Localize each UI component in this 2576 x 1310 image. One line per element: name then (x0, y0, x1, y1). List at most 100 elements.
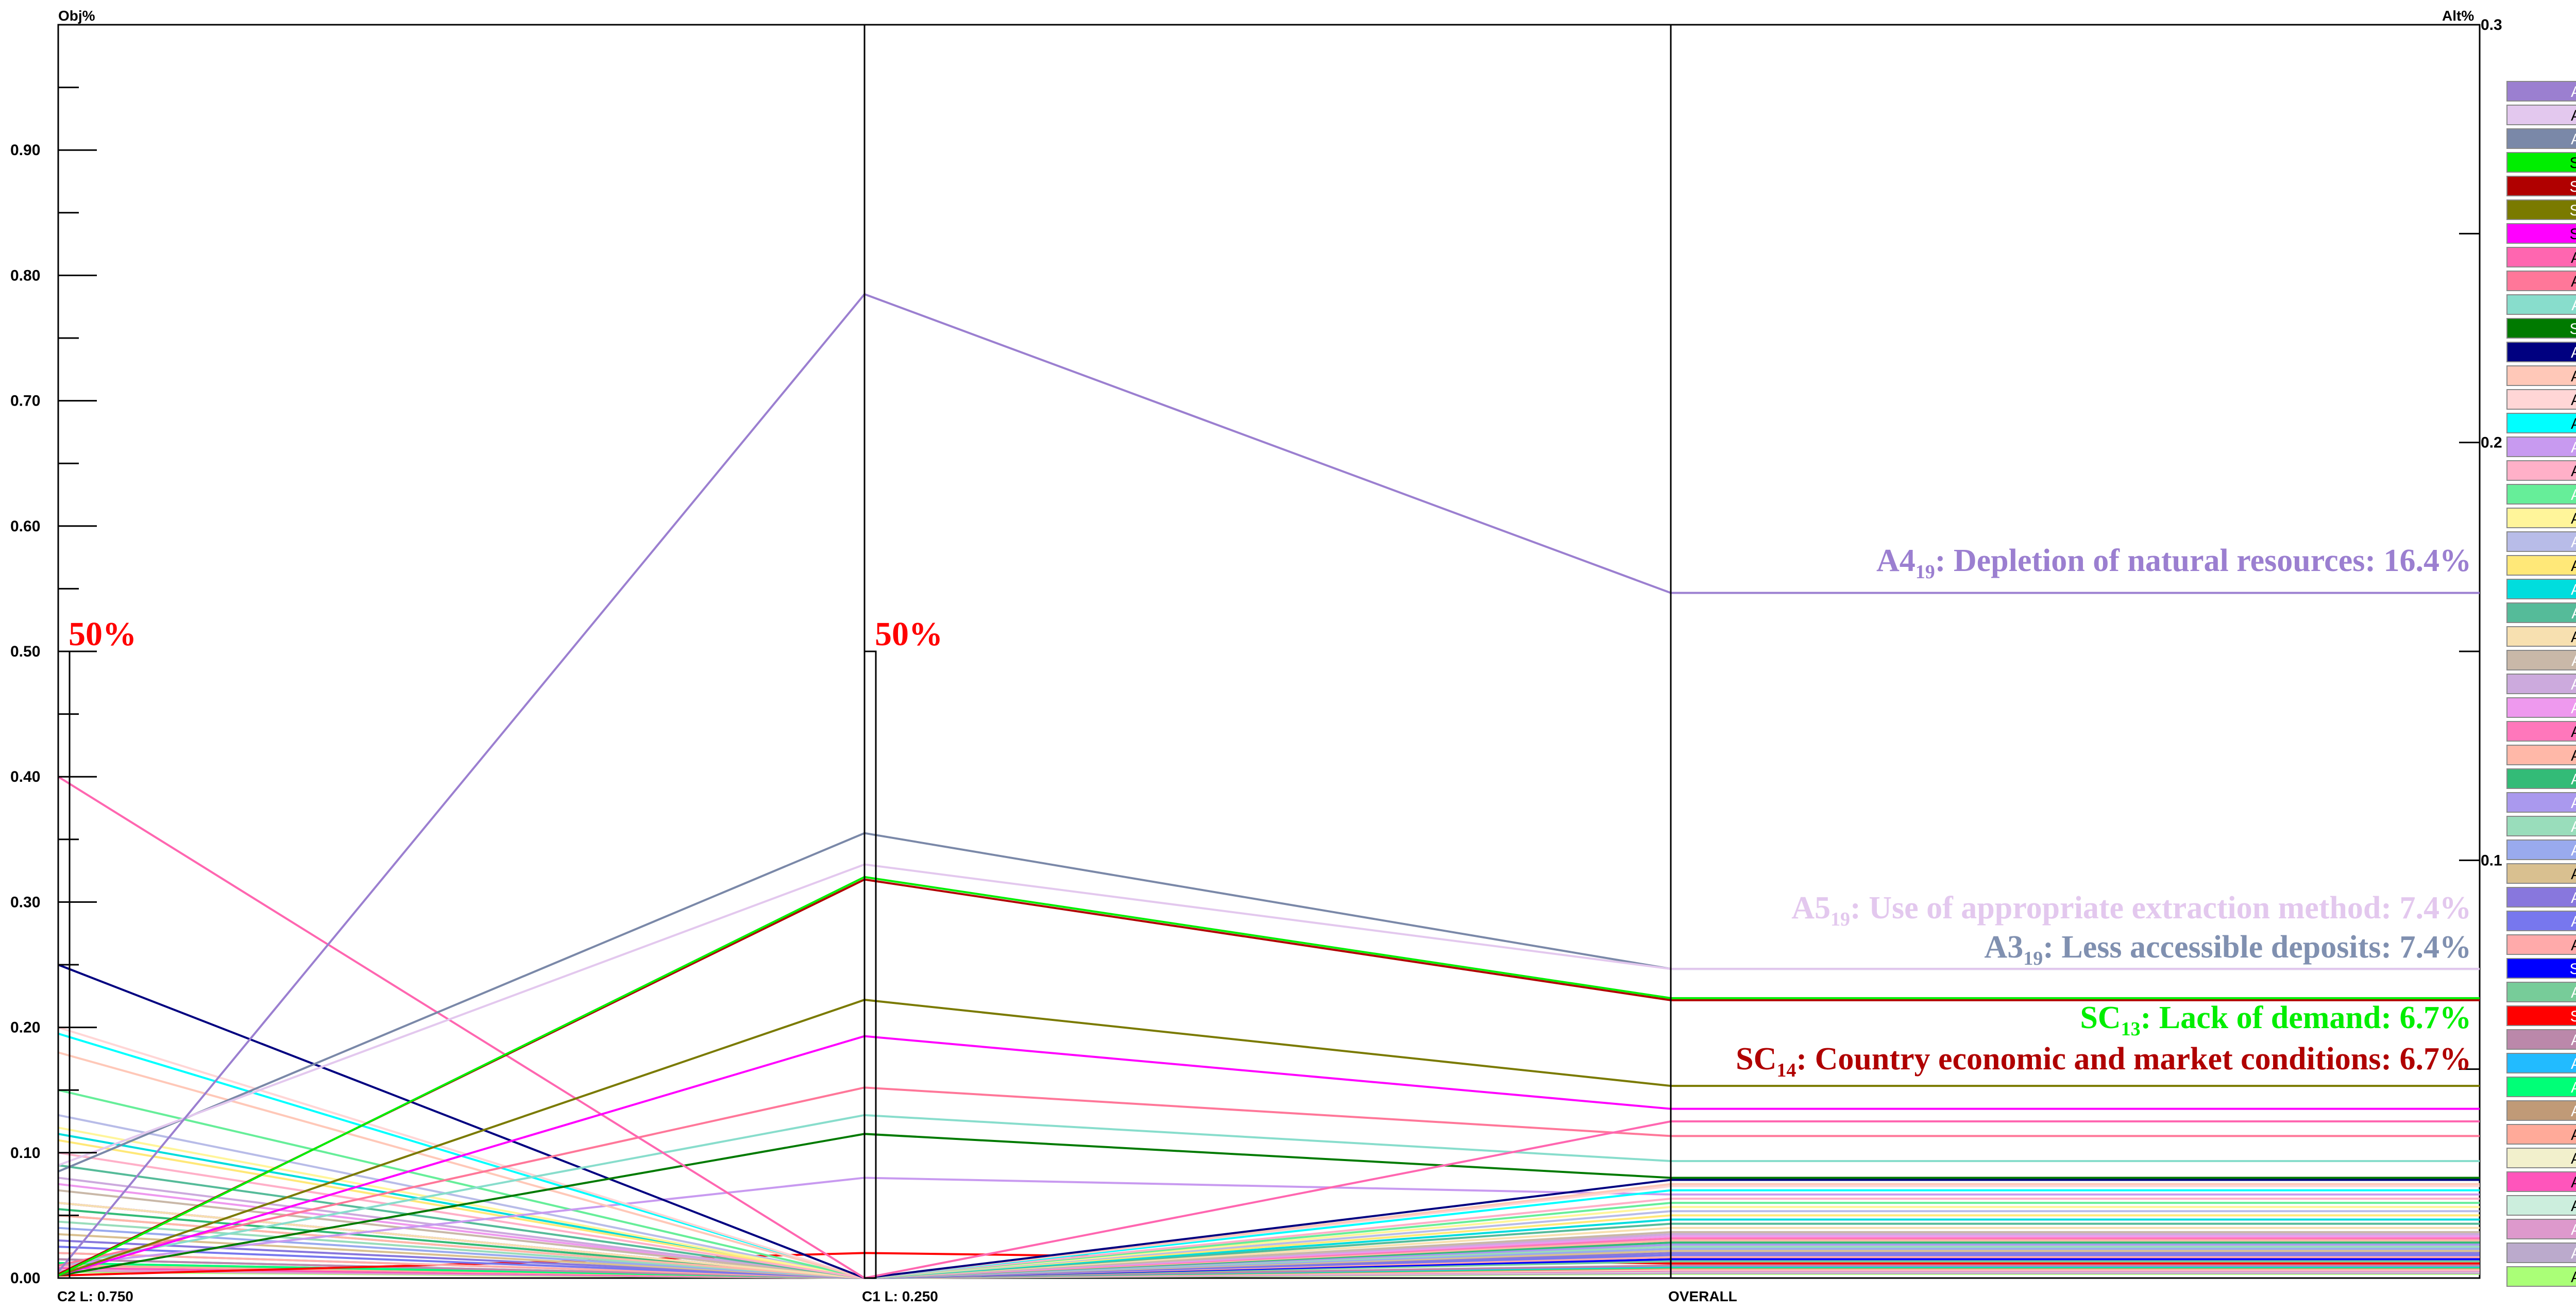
legend-label: SC13 (2569, 155, 2576, 172)
legend-swatch (2506, 1266, 2576, 1287)
legend-swatch (2506, 958, 2576, 979)
legend-swatch (2506, 555, 2576, 576)
series-line-sc18 (58, 1133, 2480, 1277)
legend-swatch (2506, 413, 2576, 433)
series-line-a225 (58, 1183, 2480, 1280)
legend-label: A123 (2571, 249, 2576, 266)
annotation-4: SC14: Country economic and market condit… (1736, 1042, 2471, 1081)
legend-item-a212: A212 (2506, 1100, 2576, 1121)
legend-item-a319: A319 (2506, 128, 2576, 149)
weight-bar-0 (57, 650, 71, 1279)
legend-swatch (2506, 484, 2576, 505)
legend-label: A424 (2571, 1150, 2576, 1167)
legend-swatch (2506, 1077, 2576, 1097)
annotation-1: A519: Use of appropriate extraction meth… (1791, 891, 2471, 930)
legend-label: A116 (2571, 605, 2576, 622)
legend-swatch (2506, 81, 2576, 102)
series-line-sc17 (58, 1035, 2480, 1277)
left-tick-label: 0.60 (10, 518, 40, 535)
legend-item-a524: A524 (2506, 508, 2576, 528)
legend-item-a419: A419 (2506, 81, 2576, 102)
legend-label: A525 (2571, 1032, 2576, 1049)
series-line-a419 (57, 293, 2480, 1273)
legend-item-a525: A525 (2506, 1029, 2576, 1050)
series-line-a626 (58, 1089, 2480, 1280)
weight-bars: 50% 50% (57, 615, 943, 1279)
legend-swatch (2506, 579, 2576, 599)
legend-label: A519 (2571, 107, 2576, 124)
legend-item-a221: A221 (2506, 342, 2576, 362)
legend-item-a421: A421 (2506, 579, 2576, 599)
series-line-a524 (58, 1127, 2480, 1280)
legend-item-a121: A121 (2506, 413, 2576, 433)
legend-item-a626: A626 (2506, 484, 2576, 505)
weight-label-0: 50% (69, 615, 137, 653)
legend-swatch (2506, 199, 2576, 220)
legend-label: A726 (2571, 747, 2576, 764)
legend-swatch (2506, 1005, 2576, 1026)
legend-item-a112: A112 (2506, 650, 2576, 670)
legend-swatch (2506, 342, 2576, 362)
series-line-a216 (58, 1233, 2480, 1280)
legend-item-a324: A324 (2506, 934, 2576, 955)
legend-swatch (2506, 816, 2576, 836)
annotation-0: A419: Depletion of natural resources: 16… (1876, 543, 2471, 583)
left-tick-label: 0.50 (10, 643, 40, 660)
legend-label: SC17 (2569, 226, 2576, 243)
series-line-sc15 (58, 999, 2480, 1277)
legend-label: A221 (2571, 344, 2576, 361)
legend-label: A127 (2571, 1221, 2576, 1238)
legend-swatch (2506, 697, 2576, 718)
legend-label: A321 (2571, 842, 2576, 859)
legend-item-a327: A327 (2506, 1053, 2576, 1073)
series-line-a226 (58, 1239, 2480, 1280)
legend-item-a427: A427 (2506, 816, 2576, 836)
series-line-a321 (58, 1227, 2480, 1280)
legend-swatch (2506, 721, 2576, 742)
legend-label: A327 (2571, 1055, 2576, 1072)
right-tick-label: 0.1 (2481, 852, 2502, 869)
legend-item-a312: A312 (2506, 1077, 2576, 1097)
legend-item-a321: A321 (2506, 839, 2576, 860)
legend-label: A126 (2571, 1127, 2576, 1144)
series-lines (57, 293, 2480, 1280)
legend-item-a412: A412 (2506, 1242, 2576, 1263)
legend-label: A223 (2571, 629, 2576, 646)
legend-label: A423 (2571, 463, 2576, 480)
legend-swatch (2506, 365, 2576, 386)
legend-swatch (2506, 1124, 2576, 1145)
series-line-a326 (58, 1114, 2480, 1280)
legend-item-a124: A124 (2506, 721, 2576, 742)
legend-label: A319 (2571, 131, 2576, 148)
legend: A419 A519 A319 SC13 SC14 SC15 SC17 A123 A219 A119… (2506, 81, 2576, 1287)
legend-label: A316 (2571, 368, 2576, 385)
series-line-a726 (58, 1214, 2480, 1280)
legend-item-a125: A125 (2506, 1266, 2576, 1287)
legend-label: A124 (2571, 724, 2576, 741)
legend-label: A324 (2571, 937, 2576, 954)
legend-label: A212 (2571, 1103, 2576, 1120)
left-tick-label: 0.40 (10, 768, 40, 785)
legend-swatch (2506, 1242, 2576, 1263)
legend-label: A226 (2571, 889, 2576, 906)
series-line-a223 (58, 1202, 2480, 1280)
legend-swatch (2506, 271, 2576, 291)
legend-label: A412 (2571, 1245, 2576, 1262)
legend-item-a116: A116 (2506, 602, 2576, 623)
legend-item-sc22: SC22 (2506, 958, 2576, 979)
series-line-a112 (58, 1189, 2480, 1280)
series-line-a219 (58, 1086, 2480, 1267)
legend-label: A425 (2571, 913, 2576, 930)
legend-item-a323: A323 (2506, 555, 2576, 576)
legend-item-a123: A123 (2506, 247, 2576, 267)
legend-label: A112 (2571, 652, 2576, 669)
series-line-a123 (57, 776, 2480, 1280)
legend-item-a416: A416 (2506, 436, 2576, 457)
legend-swatch (2506, 318, 2576, 339)
legend-swatch (2506, 863, 2576, 884)
legend-item-a424: A424 (2506, 1148, 2576, 1168)
legend-item-a227: A227 (2506, 1195, 2576, 1216)
series-line-a421 (58, 1133, 2480, 1280)
legend-swatch (2506, 1148, 2576, 1168)
legend-label: A625 (2571, 795, 2576, 812)
